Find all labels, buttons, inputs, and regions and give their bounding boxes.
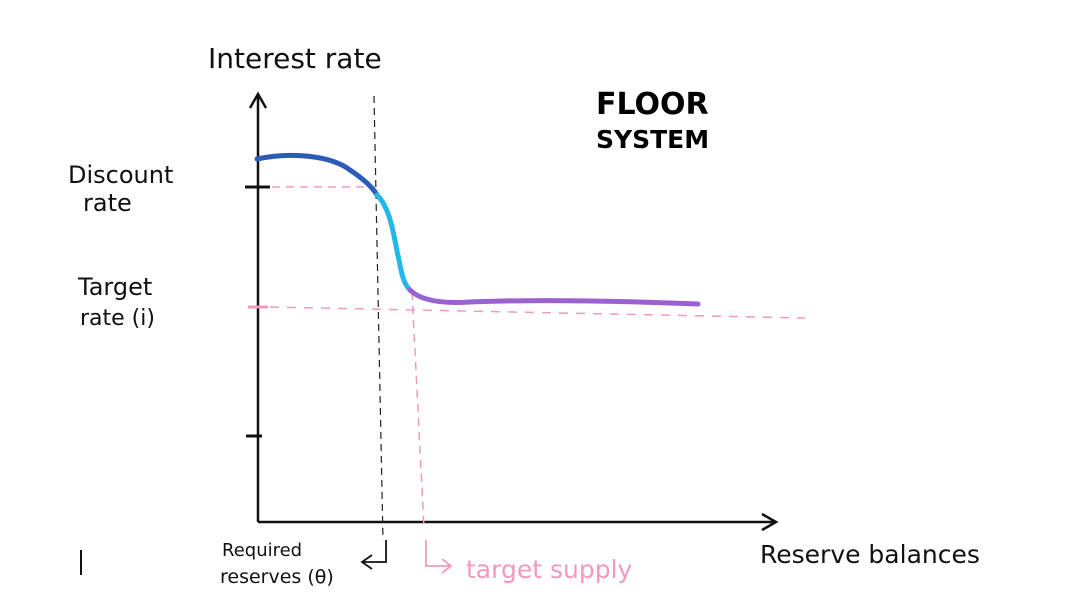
target-supply-label: target supply [466, 555, 633, 584]
discount-rate-label-line-2: rate [83, 189, 132, 217]
demand-curve-steep-segment [374, 192, 413, 293]
required-reserves-arrow-icon [360, 540, 387, 570]
target-rate-label-line-2: rate (i) [80, 306, 155, 331]
y-axis-arrow-icon [248, 91, 268, 109]
required-reserves-line [373, 95, 384, 541]
discount-rate-label-line-1: Discount [68, 161, 173, 189]
x-axis-label: Reserve balances [760, 540, 980, 569]
target-rate-guide [269, 306, 806, 319]
required-reserves-label-line-2: reserves (θ) [220, 566, 334, 588]
target-supply-guide [411, 291, 425, 529]
target-rate-label-line-1: Target [77, 273, 152, 301]
x-axis-arrow-icon [761, 512, 779, 532]
y-axis-label: Interest rate [208, 42, 382, 75]
title-line-2: SYSTEM [596, 125, 709, 154]
title-line-1: FLOOR [596, 87, 709, 122]
demand-curve-flat-segment [407, 287, 701, 307]
demand-curve-top-segment [254, 152, 380, 198]
target-supply-arrow-icon [425, 540, 453, 574]
required-reserves-label-line-1: Required [222, 540, 302, 561]
